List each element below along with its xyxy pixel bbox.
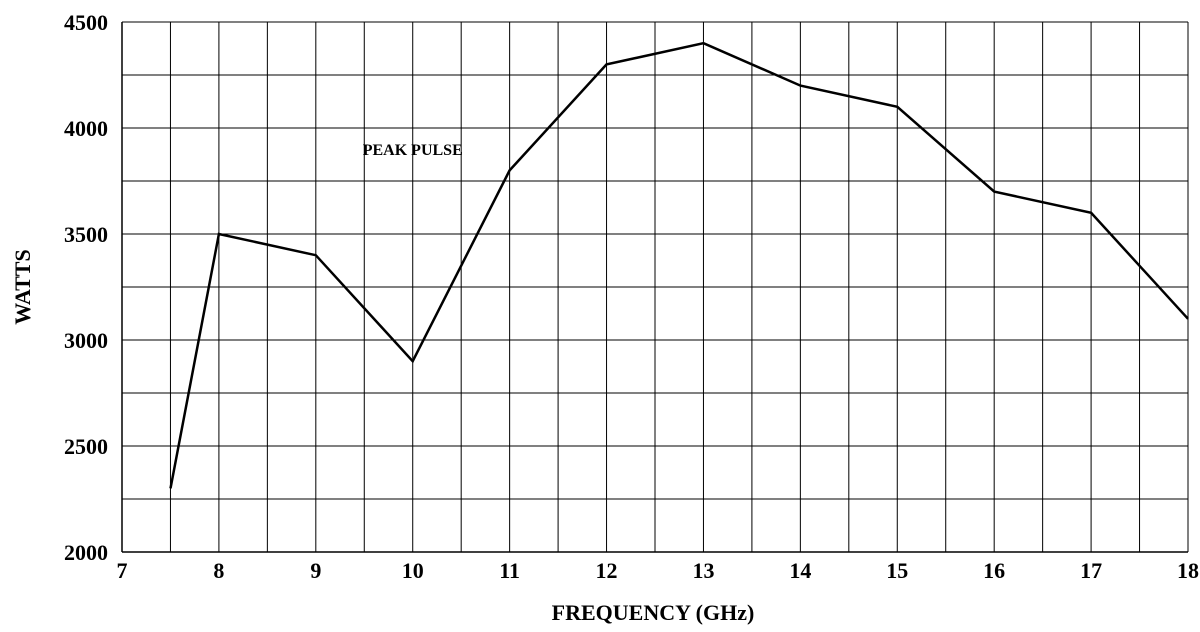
y-tick-label: 3000 [64, 328, 108, 353]
x-tick-label: 9 [310, 558, 321, 583]
x-tick-label: 18 [1177, 558, 1199, 583]
y-axis-title: WATTS [10, 249, 35, 324]
x-tick-label: 17 [1080, 558, 1102, 583]
x-tick-label: 14 [789, 558, 811, 583]
x-axis-title: FREQUENCY (GHz) [552, 600, 755, 625]
x-tick-label: 7 [117, 558, 128, 583]
x-tick-label: 16 [983, 558, 1005, 583]
x-tick-label: 11 [499, 558, 520, 583]
x-tick-label: 13 [692, 558, 714, 583]
x-tick-label: 12 [596, 558, 618, 583]
series-layer [169, 41, 1189, 489]
annotations: PEAK PULSE [363, 142, 463, 159]
series-line [169, 41, 1189, 489]
y-tick-label: 4500 [64, 10, 108, 35]
axes [121, 22, 1188, 553]
x-tick-label: 10 [402, 558, 424, 583]
tick-labels: 7 8 9 10 11 12 13 14 15 16 17 18 2000 2500 3000 3500 400… [64, 10, 1199, 583]
annotation-label: PEAK PULSE [363, 142, 463, 159]
x-tick-label: 8 [213, 558, 224, 583]
grid [121, 21, 1189, 553]
y-tick-label: 4000 [64, 116, 108, 141]
y-tick-label: 3500 [64, 222, 108, 247]
y-tick-label: 2500 [64, 434, 108, 459]
y-tick-label: 2000 [64, 540, 108, 565]
x-tick-label: 15 [886, 558, 908, 583]
